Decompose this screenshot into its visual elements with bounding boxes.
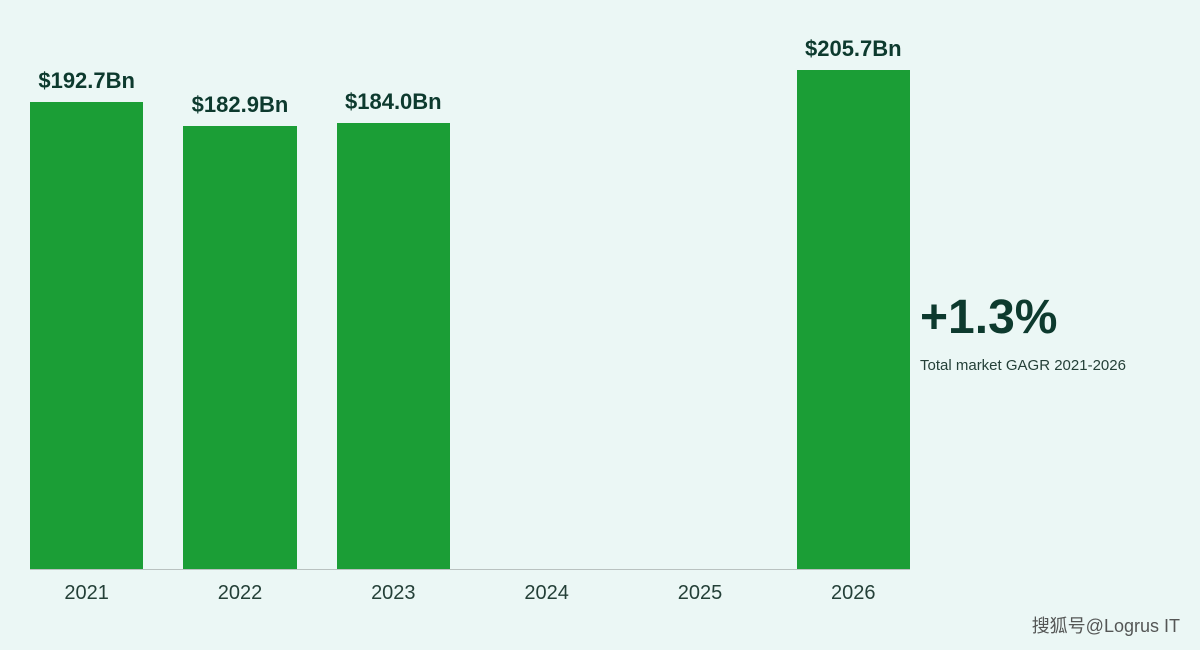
bar-value-label: $205.7Bn	[805, 36, 902, 62]
summary-metric: +1.3% Total market GAGR 2021-2026	[920, 290, 1170, 374]
x-axis-label: 2023	[337, 570, 450, 610]
bar	[30, 102, 143, 570]
bar-slot: $192.7Bn	[30, 60, 143, 570]
bar	[337, 123, 450, 570]
x-axis: 2021 2022 2023 2024 2025 2026	[30, 570, 910, 610]
chart-plot-area: $192.7Bn $182.9Bn $184.0Bn $205.7Bn	[30, 60, 910, 610]
bar-value-label: $192.7Bn	[38, 68, 135, 94]
bars-container: $192.7Bn $182.9Bn $184.0Bn $205.7Bn	[30, 60, 910, 570]
bar-slot	[490, 60, 603, 570]
bar-value-label: $184.0Bn	[345, 89, 442, 115]
x-axis-label: 2022	[183, 570, 296, 610]
bar-slot: $184.0Bn	[337, 60, 450, 570]
bar-slot: $205.7Bn	[797, 60, 910, 570]
x-axis-label: 2025	[643, 570, 756, 610]
metric-subtitle: Total market GAGR 2021-2026	[920, 357, 1170, 374]
watermark-text: 搜狐号@Logrus IT	[1032, 612, 1180, 638]
x-axis-label: 2026	[797, 570, 910, 610]
x-axis-label: 2021	[30, 570, 143, 610]
bar-slot	[643, 60, 756, 570]
bar-slot: $182.9Bn	[183, 60, 296, 570]
x-axis-label: 2024	[490, 570, 603, 610]
bar	[797, 70, 910, 570]
bar-value-label: $182.9Bn	[192, 92, 289, 118]
metric-headline: +1.3%	[920, 290, 1170, 345]
chart-canvas: $192.7Bn $182.9Bn $184.0Bn $205.7Bn	[0, 0, 1200, 650]
bar	[183, 126, 296, 570]
